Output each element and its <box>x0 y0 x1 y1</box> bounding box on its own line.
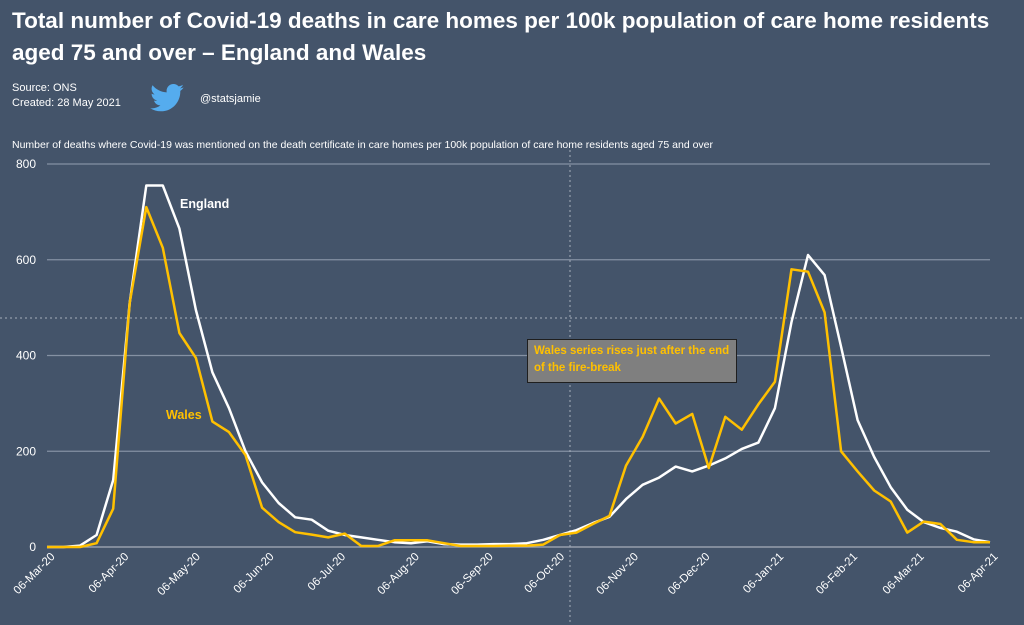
x-tick-label: 06-Apr-20 <box>87 551 132 596</box>
chart-title: Total number of Covid-19 deaths in care … <box>12 8 990 65</box>
y-tick-label: 0 <box>29 540 36 554</box>
x-tick-label: 06-Apr-21 <box>956 551 1001 596</box>
y-tick-label: 200 <box>16 444 36 458</box>
series-label-wales: Wales <box>166 408 202 422</box>
twitter-handle: @statsjamie <box>200 93 261 105</box>
y-tick-label: 600 <box>16 253 36 267</box>
x-tick-label: 06-Dec-20 <box>666 551 712 597</box>
chart-subtitle: Number of deaths where Covid-19 was ment… <box>12 139 714 151</box>
x-tick-label: 06-Jul-20 <box>306 551 348 593</box>
x-tick-label: 06-May-20 <box>156 551 203 598</box>
x-tick-label: 06-Jun-20 <box>232 551 277 596</box>
meta-info: Source: ONS Created: 28 May 2021 <box>12 81 121 111</box>
series-label-england: England <box>180 197 229 211</box>
created-date: Created: 28 May 2021 <box>12 97 121 109</box>
twitter-bird-icon <box>150 84 184 112</box>
x-tick-label: 06-Sep-20 <box>449 551 495 597</box>
source-label: Source: ONS <box>12 82 77 94</box>
x-tick-label: 06-Mar-21 <box>881 551 927 597</box>
x-tick-label: 06-Oct-20 <box>523 551 568 596</box>
x-tick-label: 06-Aug-20 <box>375 551 421 597</box>
x-tick-label: 06-Nov-20 <box>595 551 641 597</box>
annotation-box: Wales series rises just after the end of… <box>527 339 737 383</box>
x-tick-label: 06-Mar-20 <box>12 551 58 597</box>
x-tick-label: 06-Feb-21 <box>814 551 860 597</box>
y-tick-label: 800 <box>16 157 36 171</box>
series-line-england <box>47 184 991 549</box>
y-tick-label: 400 <box>16 349 36 363</box>
x-tick-label: 06-Jan-21 <box>741 551 786 596</box>
series-line-wales <box>47 205 990 549</box>
